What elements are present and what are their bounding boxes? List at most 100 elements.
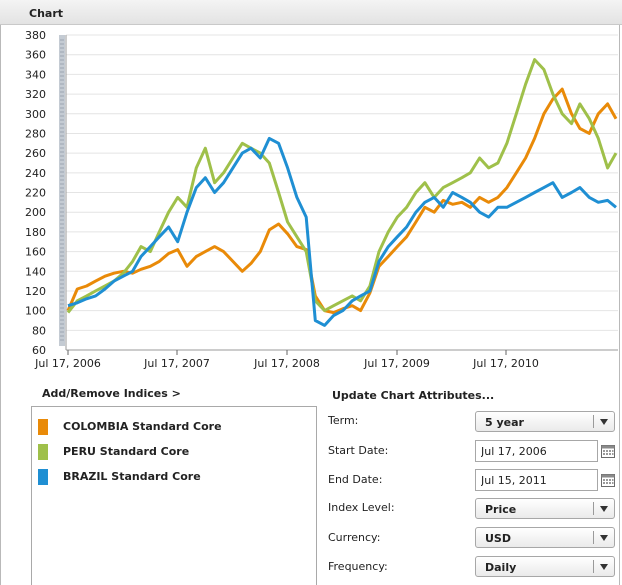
scrollbar-grip-mark (60, 63, 64, 65)
scrollbar-grip-mark (60, 47, 64, 49)
update-chart-attributes-title: Update Chart Attributes... (332, 389, 495, 402)
scrollbar-grip-mark (60, 175, 64, 177)
index-level-label: Index Level: (328, 501, 395, 514)
scrollbar-grip-mark (60, 159, 64, 161)
scrollbar-grip-mark (60, 259, 64, 261)
scrollbar-grip-mark (60, 199, 64, 201)
scrollbar-grip-mark (60, 71, 64, 73)
scrollbar-grip-mark (60, 135, 64, 137)
scrollbar-grip-mark (60, 83, 64, 85)
chevron-down-icon (600, 535, 608, 541)
scrollbar-grip-mark (60, 155, 64, 157)
chart-grid (66, 34, 618, 351)
series-line-peru (66, 58, 618, 314)
x-tick-label: Jul 17, 2010 (472, 357, 539, 370)
select-divider (593, 560, 594, 573)
legend-swatch-peru (38, 444, 48, 460)
add-remove-indices-link[interactable]: Add/Remove Indices > (42, 387, 181, 400)
calendar-icon[interactable] (601, 473, 615, 487)
scrollbar-grip-mark (60, 227, 64, 229)
scrollbar-grip-mark (60, 203, 64, 205)
term-label: Term: (328, 414, 359, 427)
price-chart: 60 80 100 120 140 160 180 200 220 240 260 280 300 320… (25, 29, 618, 370)
scrollbar-grip-mark (60, 147, 64, 149)
scrollbar-grip-mark (60, 195, 64, 197)
scrollbar-grip-mark (60, 299, 64, 301)
scrollbar-grip-mark (60, 179, 64, 181)
scrollbar-grip-mark (60, 311, 64, 313)
scrollbar-grip-mark (60, 79, 64, 81)
scrollbar-grip-mark (60, 99, 64, 101)
legend-label-colombia: COLOMBIA Standard Core (63, 420, 222, 433)
y-tick-label: 200 (25, 206, 46, 219)
frequency-select-value: Daily (485, 561, 517, 574)
scrollbar-grip-mark (60, 327, 64, 329)
currency-label: Currency: (328, 531, 381, 544)
y-tick-label: 380 (25, 29, 46, 42)
chart-scrollbar[interactable] (59, 35, 65, 346)
x-tick-label: Jul 17, 2009 (363, 357, 430, 370)
x-tick-label: Jul 17, 2008 (253, 357, 320, 370)
scrollbar-grip-mark (60, 103, 64, 105)
scrollbar-grip-mark (60, 323, 64, 325)
calendar-icon[interactable] (601, 444, 615, 458)
scrollbar-grip-mark (60, 251, 64, 253)
index-level-select[interactable]: Price (475, 498, 615, 519)
series-line-brazil (67, 136, 617, 327)
scrollbar-grip-mark (60, 123, 64, 125)
scrollbar-grip-mark (60, 75, 64, 77)
y-tick-label: 60 (32, 344, 46, 357)
scrollbar-grip-mark (60, 187, 64, 189)
scrollbar-grip-mark (60, 331, 64, 333)
y-tick-label: 240 (25, 167, 46, 180)
scrollbar-grip-mark (60, 183, 64, 185)
scrollbar-grip-mark (60, 167, 64, 169)
series-line-colombia (66, 87, 618, 315)
legend-label-brazil: BRAZIL Standard Core (63, 470, 201, 483)
y-tick-label: 120 (25, 285, 46, 298)
scrollbar-grip-mark (60, 191, 64, 193)
scrollbar-grip-mark (60, 315, 64, 317)
panel-header: Chart (0, 0, 622, 25)
legend-swatch-brazil (38, 469, 48, 485)
scrollbar-grip-mark (60, 223, 64, 225)
x-tick-label: Jul 17, 2007 (143, 357, 210, 370)
panel-title: Chart (29, 7, 64, 20)
y-tick-label: 140 (25, 265, 46, 278)
scrollbar-grip-mark (60, 43, 64, 45)
scrollbar-grip-mark (60, 143, 64, 145)
scrollbar-grip-mark (60, 151, 64, 153)
term-select[interactable]: 5 year (475, 411, 615, 432)
end-date-field[interactable] (475, 469, 598, 491)
end-date-label: End Date: (328, 473, 383, 486)
scrollbar-grip-mark (60, 279, 64, 281)
scrollbar-grip-mark (60, 271, 64, 273)
chevron-down-icon (600, 419, 608, 425)
scrollbar-grip-mark (60, 295, 64, 297)
legend-label-peru: PERU Standard Core (63, 445, 190, 458)
scrollbar-grip-mark (60, 235, 64, 237)
scrollbar-grip-mark (60, 163, 64, 165)
legend-swatch-colombia (38, 419, 48, 435)
scrollbar-grip-mark (60, 335, 64, 337)
currency-select[interactable]: USD (475, 527, 615, 548)
scrollbar-grip-mark (60, 139, 64, 141)
term-select-value: 5 year (485, 416, 524, 429)
start-date-field[interactable] (475, 440, 598, 462)
y-tick-label: 100 (25, 305, 46, 318)
y-tick-label: 260 (25, 147, 46, 160)
scrollbar-grip-mark (60, 87, 64, 89)
scrollbar-grip-mark (60, 243, 64, 245)
chart-series (66, 58, 618, 327)
scrollbar-grip-mark (60, 107, 64, 109)
scrollbar-grip-mark (60, 291, 64, 293)
select-divider (593, 531, 594, 544)
frequency-select[interactable]: Daily (475, 556, 615, 577)
index-level-select-value: Price (485, 503, 517, 516)
scrollbar-grip-mark (60, 91, 64, 93)
x-tick-label: Jul 17, 2006 (34, 357, 101, 370)
scrollbar-grip-mark (60, 119, 64, 121)
scrollbar-grip-mark (60, 275, 64, 277)
scrollbar-grip-mark (60, 303, 64, 305)
